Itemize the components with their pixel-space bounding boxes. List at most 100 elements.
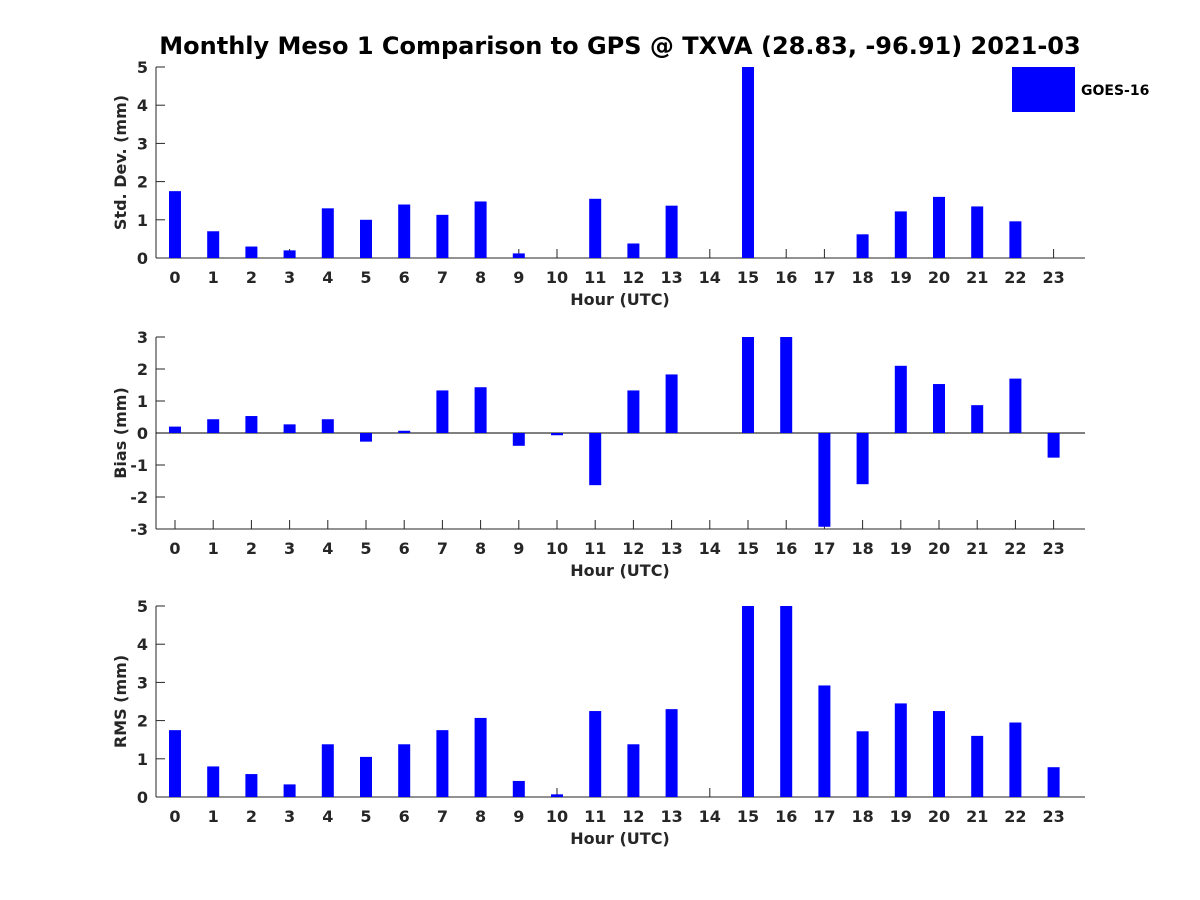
- bias-x-tick-label: 4: [322, 539, 333, 558]
- rms-bar-23: [1047, 767, 1060, 797]
- std-dev-x-tick-label: 10: [546, 268, 568, 287]
- std-dev-bar-7: [436, 214, 449, 258]
- bias-x-tick-label: 3: [284, 539, 295, 558]
- std-dev-bar-6: [398, 204, 411, 258]
- std-dev-x-tick-label: 11: [584, 268, 606, 287]
- bias-x-tick-label: 14: [699, 539, 721, 558]
- std-dev-bar-11: [589, 198, 602, 258]
- std-dev-x-tick-label: 8: [475, 268, 486, 287]
- std-dev-x-tick-label: 4: [322, 268, 333, 287]
- bias-bar-13: [665, 374, 678, 433]
- bias-x-tick-label: 17: [813, 539, 835, 558]
- chart-title: Monthly Meso 1 Comparison to GPS @ TXVA …: [159, 32, 1080, 60]
- std-dev-x-tick-label: 9: [513, 268, 524, 287]
- rms-x-tick-label: 8: [475, 807, 486, 826]
- bias-x-tick-label: 7: [437, 539, 448, 558]
- bias-y-tick-label: 2: [137, 360, 148, 379]
- std-dev-y-tick-label: 5: [137, 58, 148, 77]
- bias-y-tick-label: -1: [130, 456, 148, 475]
- bias-bar-21: [971, 405, 984, 433]
- legend-label: GOES-16: [1081, 83, 1149, 99]
- bias-x-tick-label: 13: [660, 539, 682, 558]
- legend: GOES-16: [1012, 67, 1149, 112]
- std-dev-x-tick-label: 5: [360, 268, 371, 287]
- bias-x-tick-label: 18: [851, 539, 873, 558]
- bias-bar-15: [742, 337, 754, 433]
- rms-bar-13: [665, 709, 678, 797]
- std-dev-y-axis-label: Std. Dev. (mm): [111, 95, 130, 230]
- rms-bar-12: [627, 744, 640, 797]
- rms-y-tick-label: 5: [137, 597, 148, 616]
- rms-bar-20: [933, 711, 945, 797]
- bias-bar-5: [360, 433, 372, 442]
- std-dev-x-tick-label: 12: [622, 268, 644, 287]
- std-dev-x-tick-label: 17: [813, 268, 835, 287]
- rms-bar-10: [551, 794, 563, 797]
- rms-bar-5: [360, 756, 372, 797]
- rms-bar-15: [742, 606, 754, 797]
- std-dev-y-tick-label: 2: [137, 173, 148, 192]
- std-dev-x-tick-label: 16: [775, 268, 797, 287]
- rms-bar-4: [321, 744, 334, 797]
- bias-x-tick-label: 2: [246, 539, 257, 558]
- std-dev-x-tick-label: 22: [1004, 268, 1026, 287]
- rms-x-tick-label: 20: [928, 807, 950, 826]
- bias-x-tick-label: 22: [1004, 539, 1026, 558]
- bias-y-axis-label: Bias (mm): [111, 387, 130, 479]
- bias-x-tick-label: 12: [622, 539, 644, 558]
- std-dev-bar-0: [169, 191, 181, 258]
- bias-x-tick-label: 0: [169, 539, 180, 558]
- std-dev-bar-22: [1009, 221, 1022, 258]
- rms-bar-9: [512, 780, 525, 797]
- bias-x-tick-label: 10: [546, 539, 568, 558]
- rms-bar-8: [474, 717, 487, 797]
- std-dev-x-tick-label: 21: [966, 268, 988, 287]
- rms-x-tick-label: 17: [813, 807, 835, 826]
- rms-x-tick-label: 3: [284, 807, 295, 826]
- std-dev-bar-20: [933, 196, 945, 258]
- rms-y-tick-label: 3: [137, 673, 148, 692]
- std-dev-y-tick-label: 3: [137, 134, 148, 153]
- std-dev-bar-4: [321, 208, 334, 258]
- bias-x-tick-label: 16: [775, 539, 797, 558]
- rms-bar-11: [589, 711, 602, 797]
- bias-x-tick-label: 1: [208, 539, 219, 558]
- rms-x-tick-label: 19: [890, 807, 912, 826]
- std-dev-bar-12: [627, 243, 640, 258]
- std-dev-bar-19: [894, 211, 907, 258]
- bias-x-tick-label: 9: [513, 539, 524, 558]
- rms-x-tick-label: 21: [966, 807, 988, 826]
- bias-x-axis-label: Hour (UTC): [570, 561, 670, 580]
- std-dev-bar-8: [474, 201, 487, 258]
- std-dev-bar-15: [742, 67, 754, 258]
- rms-x-tick-label: 6: [399, 807, 410, 826]
- rms-x-tick-label: 18: [851, 807, 873, 826]
- bias-bar-16: [780, 337, 793, 433]
- std-dev-x-tick-label: 2: [246, 268, 257, 287]
- std-dev-bar-13: [665, 205, 678, 258]
- bias-x-tick-label: 5: [360, 539, 371, 558]
- bias-bar-23: [1047, 433, 1060, 458]
- rms-bar-18: [856, 731, 869, 797]
- bias-x-tick-label: 15: [737, 539, 759, 558]
- std-dev-x-tick-label: 6: [399, 268, 410, 287]
- std-dev-x-axis-label: Hour (UTC): [570, 290, 670, 309]
- rms-y-tick-label: 0: [137, 788, 148, 807]
- rms-bar-21: [971, 735, 984, 797]
- std-dev-bar-3: [283, 250, 296, 258]
- bias-bar-20: [933, 384, 945, 433]
- std-dev-y-tick-label: 0: [137, 249, 148, 268]
- bias-bar-19: [894, 365, 907, 433]
- rms-bar-16: [780, 606, 793, 797]
- bias-bar-10: [551, 433, 563, 436]
- rms-x-tick-label: 4: [322, 807, 333, 826]
- std-dev-x-tick-label: 3: [284, 268, 295, 287]
- bias-x-tick-label: 21: [966, 539, 988, 558]
- bias-bar-4: [321, 419, 334, 433]
- rms-x-tick-label: 16: [775, 807, 797, 826]
- bias-x-tick-label: 20: [928, 539, 950, 558]
- bias-bar-7: [436, 390, 449, 433]
